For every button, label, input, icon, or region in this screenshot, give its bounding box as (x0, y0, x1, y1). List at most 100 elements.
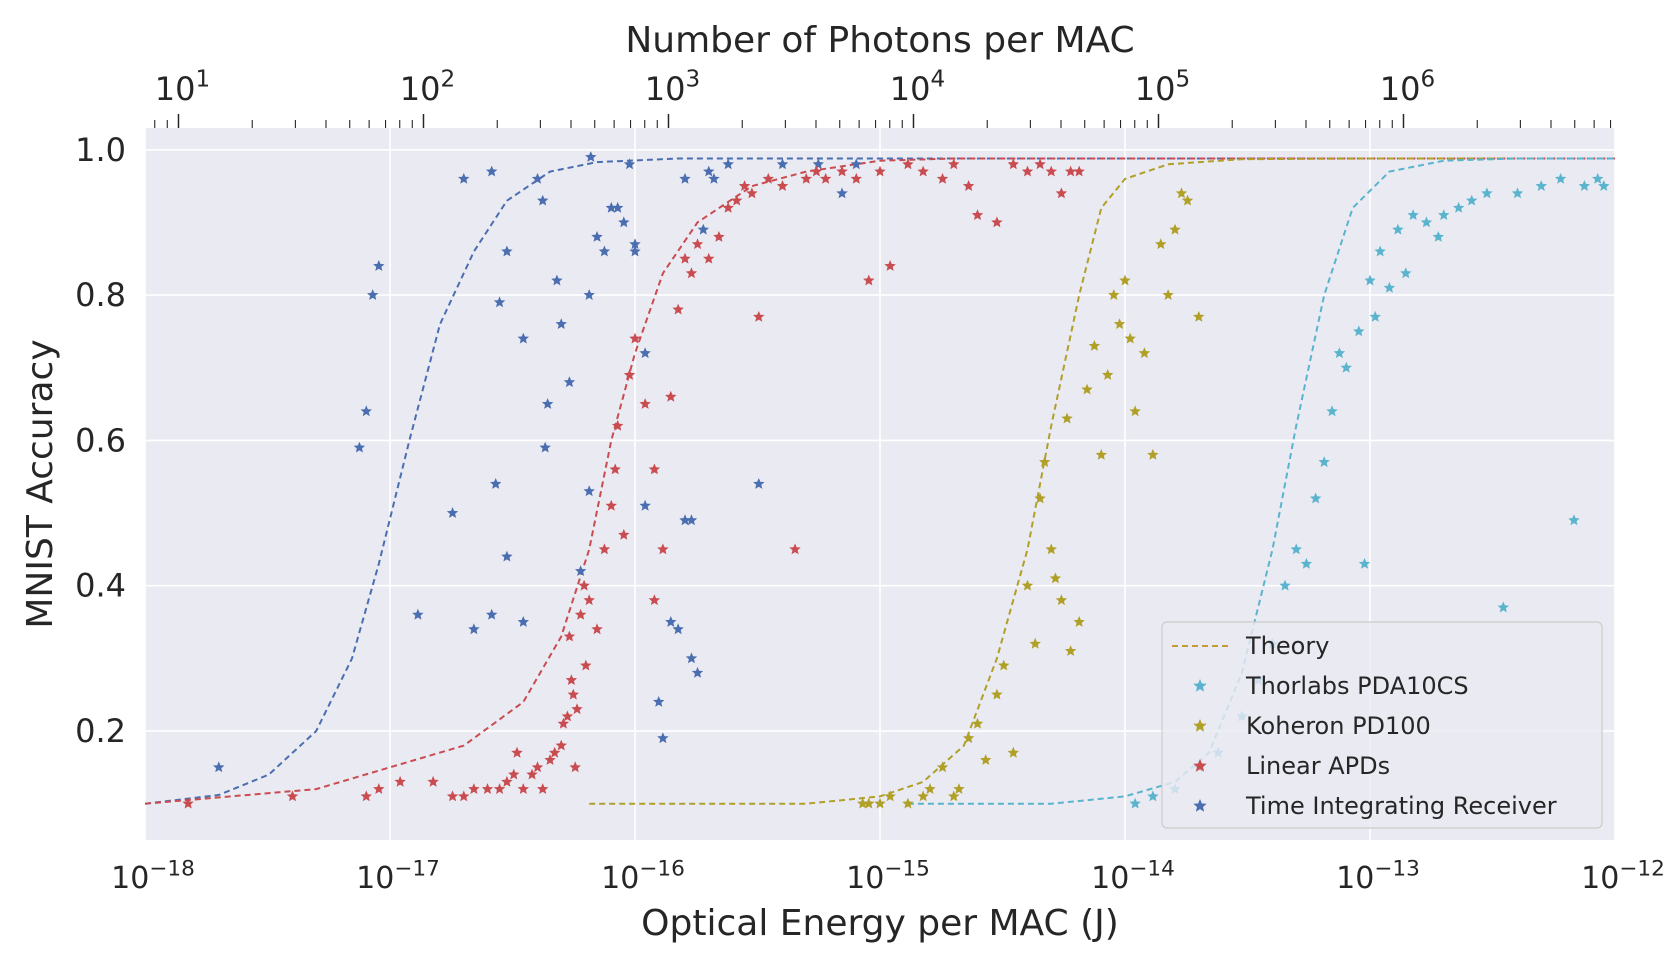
x-tick-label: 10−13 (1336, 856, 1420, 896)
data-point (1169, 223, 1181, 235)
data-point (672, 303, 684, 315)
data-point (182, 797, 194, 809)
data-point (1407, 209, 1419, 220)
legend-label: Thorlabs PDA10CS (1245, 672, 1469, 700)
legend-box (1161, 621, 1603, 829)
data-point (962, 732, 975, 744)
data-point (722, 201, 734, 213)
data-point (1300, 557, 1313, 569)
data-point (539, 441, 551, 453)
data-point (618, 528, 630, 540)
data-point (1374, 245, 1386, 257)
data-point (458, 790, 470, 802)
data-point (863, 274, 875, 286)
x-tick-label-base: 10 (111, 861, 149, 896)
data-point (1400, 267, 1412, 279)
x-tick-label-base: 10 (1336, 861, 1374, 896)
data-point (555, 318, 567, 329)
data-point (583, 289, 595, 300)
data-point (598, 245, 611, 257)
data-point (902, 158, 914, 170)
data-point (286, 790, 299, 802)
top-axis-title: Number of Photons per MAC (625, 20, 1134, 61)
data-point (1021, 165, 1034, 177)
x-tick-label-exp: −16 (639, 856, 685, 881)
data-point (1061, 412, 1073, 424)
data-point (609, 463, 621, 475)
data-point (1073, 165, 1085, 177)
data-point (691, 666, 704, 678)
data-point (629, 245, 641, 257)
data-point (731, 194, 743, 206)
data-point (1535, 180, 1547, 191)
data-point (1598, 180, 1610, 191)
data-point (585, 151, 597, 162)
data-point (565, 674, 578, 685)
data-point (612, 419, 624, 431)
data-point (373, 260, 385, 271)
data-point (665, 616, 677, 627)
legend-marker-swatch (1193, 679, 1207, 692)
x-tick-label-base: 10 (846, 861, 884, 896)
data-point (1088, 340, 1101, 351)
data-point (924, 783, 936, 794)
data-point (501, 775, 513, 787)
top-tick-label: 104 (890, 67, 945, 108)
theory-curve (145, 157, 1615, 805)
data-point (948, 158, 960, 170)
data-point (353, 441, 366, 453)
data-point (713, 231, 725, 242)
top-tick-label: 101 (155, 67, 210, 108)
data-point (605, 201, 617, 213)
data-point (1049, 572, 1062, 584)
data-point (394, 775, 406, 787)
legend-marker-swatch (1193, 759, 1207, 772)
data-point (1155, 238, 1167, 250)
data-point (819, 172, 832, 184)
data-point (1279, 579, 1291, 591)
data-point (501, 550, 513, 562)
data-point (1129, 797, 1141, 809)
data-point (753, 478, 765, 489)
data-point (1392, 223, 1404, 235)
data-point (708, 172, 720, 184)
legend: Theory Thorlabs PDA10CS Koheron PD100 Linea… (1161, 621, 1603, 829)
data-point (776, 180, 789, 191)
tick-labels: 10−18 10−17 10−16 10−15 10−14 10−13 10−120.20.… (75, 67, 1665, 896)
data-point (1021, 579, 1034, 591)
data-point (1326, 405, 1338, 417)
data-point (563, 630, 576, 642)
data-point (541, 398, 554, 409)
top-tick-label-exp: 5 (1176, 67, 1191, 93)
data-point (902, 797, 914, 809)
data-point (591, 623, 603, 635)
data-point (657, 732, 669, 744)
data-point (685, 267, 698, 279)
data-point (1432, 231, 1444, 242)
x-tick-label-exp: −15 (884, 856, 930, 881)
data-point (1358, 557, 1371, 569)
data-point (1592, 172, 1604, 184)
data-point (569, 761, 581, 773)
data-point (555, 739, 567, 751)
data-point (884, 260, 896, 271)
data-point (639, 499, 651, 511)
data-point (1193, 310, 1205, 322)
data-point (605, 499, 617, 511)
data-point (672, 623, 684, 635)
data-point (571, 703, 583, 715)
data-point (412, 608, 424, 620)
top-tick-label: 102 (400, 67, 455, 108)
data-point (493, 783, 506, 794)
data-point (1147, 790, 1159, 802)
data-point (1578, 180, 1591, 191)
data-point (1511, 187, 1524, 199)
data-point (863, 797, 875, 809)
data-point (1081, 383, 1093, 395)
data-point (850, 158, 862, 170)
data-point (1007, 746, 1019, 758)
data-point (1045, 165, 1057, 177)
data-point (580, 659, 592, 671)
top-tick-label: 103 (645, 67, 700, 108)
